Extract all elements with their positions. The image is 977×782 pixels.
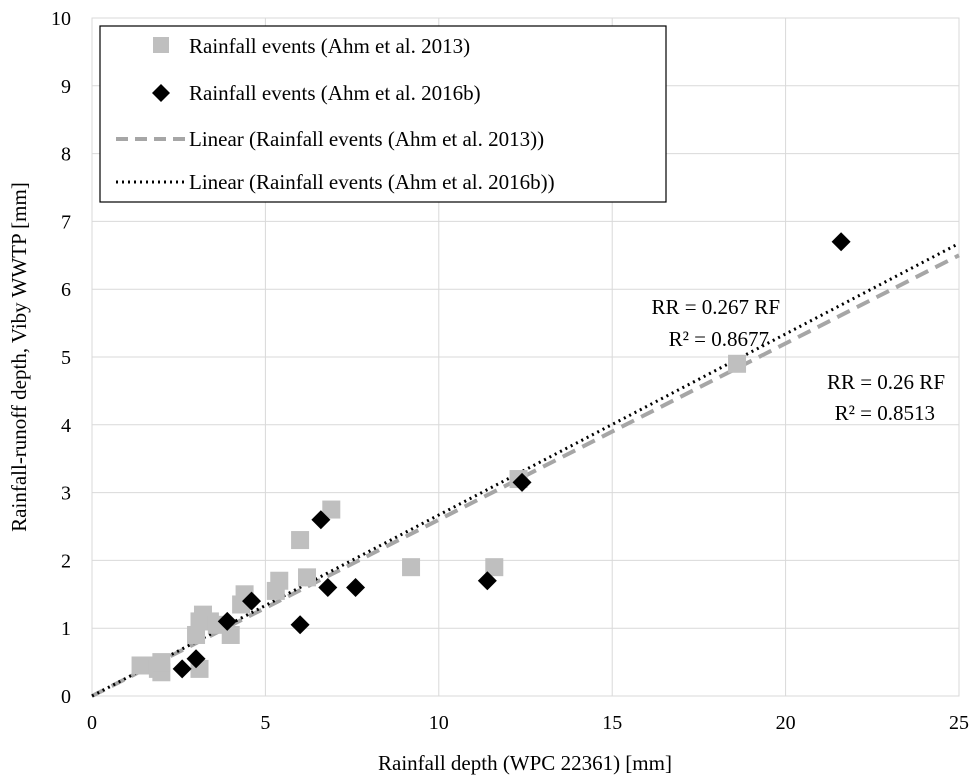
trendline-2016b xyxy=(91,242,960,698)
y-tick-label: 5 xyxy=(61,347,71,369)
data-point-2016b xyxy=(290,615,310,635)
data-point-2016b xyxy=(346,578,366,598)
annotation-2013: RR = 0.26 RF R² = 0.8513 xyxy=(827,370,945,425)
y-tick-label: 8 xyxy=(61,144,71,166)
data-point-2013 xyxy=(221,625,240,644)
legend-label-2016b: Rainfall events (Ahm et al. 2016b) xyxy=(189,81,481,105)
x-tick-label: 0 xyxy=(87,712,97,734)
tick-labels: 0 5 10 15 20 25 0 1 2 3 4 5 6 7 8 9 10 xyxy=(51,8,969,734)
data-point-2016b xyxy=(311,510,331,530)
data-point-2016b xyxy=(512,472,532,492)
y-tick-label: 6 xyxy=(61,279,71,301)
plot-area xyxy=(91,17,960,697)
legend-item-2013: Rainfall events (Ahm et al. 2013) xyxy=(153,34,470,58)
data-points xyxy=(131,232,851,682)
r2-2016b: R² = 0.8677 xyxy=(669,327,769,351)
data-point-2016b xyxy=(217,611,237,631)
y-tick-label: 0 xyxy=(61,686,71,708)
y-tick-label: 2 xyxy=(61,550,71,572)
legend-item-2016b: Rainfall events (Ahm et al. 2016b) xyxy=(152,81,481,105)
y-tick-label: 7 xyxy=(61,211,71,233)
legend-diamond-icon xyxy=(152,84,170,102)
data-point-2013 xyxy=(187,625,206,644)
data-point-2013 xyxy=(270,571,289,590)
x-tick-label: 15 xyxy=(602,712,622,734)
r2-2013: R² = 0.8513 xyxy=(835,401,935,425)
y-tick-label: 3 xyxy=(61,483,71,505)
data-point-2013 xyxy=(291,531,310,550)
data-point-2013 xyxy=(402,558,421,577)
y-tick-label: 1 xyxy=(61,618,71,640)
data-point-2016b xyxy=(242,591,262,611)
data-point-2013 xyxy=(728,354,747,373)
x-tick-label: 20 xyxy=(776,712,796,734)
data-point-2013 xyxy=(298,568,317,587)
legend-label-2013: Rainfall events (Ahm et al. 2013) xyxy=(189,34,470,58)
legend-item-linear-2013: Linear (Rainfall events (Ahm et al. 2013… xyxy=(116,127,544,151)
x-tick-label: 5 xyxy=(260,712,270,734)
y-tick-label: 10 xyxy=(51,8,71,30)
y-tick-label: 4 xyxy=(61,415,71,437)
data-point-2016b xyxy=(186,649,206,669)
legend-label-linear-2016b: Linear (Rainfall events (Ahm et al. 2016… xyxy=(189,170,555,194)
data-point-2016b xyxy=(477,571,497,591)
data-point-2016b xyxy=(172,659,192,679)
legend: Rainfall events (Ahm et al. 2013) Rainfa… xyxy=(99,25,667,203)
data-point-2013 xyxy=(152,653,171,672)
y-axis-title: Rainfall-runoff depth, Viby WWTP [mm] xyxy=(7,182,31,532)
x-tick-label: 25 xyxy=(949,712,969,734)
legend-square-icon xyxy=(153,37,169,53)
y-tick-label: 9 xyxy=(61,76,71,98)
equation-2013: RR = 0.26 RF xyxy=(827,370,945,394)
data-point-2016b xyxy=(831,232,851,252)
x-tick-label: 10 xyxy=(429,712,449,734)
legend-box xyxy=(99,25,667,203)
data-point-2013 xyxy=(485,558,504,577)
annotation-2016b: RR = 0.267 RF R² = 0.8677 xyxy=(651,295,780,351)
legend-label-linear-2013: Linear (Rainfall events (Ahm et al. 2013… xyxy=(189,127,544,151)
legend-item-linear-2016b: Linear (Rainfall events (Ahm et al. 2016… xyxy=(116,170,555,194)
data-point-2013 xyxy=(322,500,341,519)
x-axis-title: Rainfall depth (WPC 22361) [mm] xyxy=(378,751,672,775)
data-point-2016b xyxy=(318,578,338,598)
equation-2016b: RR = 0.267 RF xyxy=(651,295,780,319)
